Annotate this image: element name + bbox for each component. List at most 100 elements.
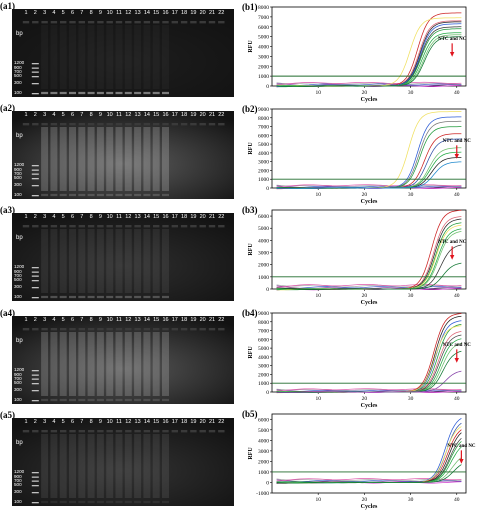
lane-number: 6 [70,112,75,118]
gel-well [162,225,169,228]
lane-number: 19 [190,10,197,16]
product-band [87,398,95,402]
ladder-band [31,165,39,167]
product-band [41,500,49,504]
ladder-marker-label: 500 [14,277,22,283]
lane-smear [162,127,169,191]
lane-number: 5 [61,112,65,118]
y-axis-label: RFU [248,40,254,53]
lane-smear [96,434,104,498]
gel-well [78,123,85,126]
ladder-marker-label: 900 [14,64,22,70]
lane-number: 5 [61,214,65,220]
lane-number: 7 [80,112,84,118]
lane-number: 16 [162,112,169,118]
gel-well [153,430,160,433]
lane-number: 17 [171,317,178,323]
lane-number: 13 [134,10,141,16]
ladder-marker-label: 300 [14,182,22,188]
lane-number: 12 [125,112,132,118]
product-band [78,193,86,197]
gel-well [50,21,58,24]
lane-number: 10 [106,112,113,118]
product-band [87,193,95,197]
gel-well [32,328,39,331]
lane-smear [69,434,76,498]
gel-well [22,430,30,433]
gel-panel-label: (a2) [0,103,15,113]
lane-number: 16 [162,10,169,16]
y-tick-label: 8000 [258,5,269,11]
baseline-curve [276,83,462,86]
gel-well [125,225,132,228]
lane-number: 14 [143,112,150,118]
lane-smear [152,332,160,396]
lane-smear [124,127,132,191]
gel-well [22,123,30,126]
lane-smear [152,127,160,191]
product-band [143,398,151,402]
y-tick-label: 0 [266,287,269,293]
gel-image: 1 2 3 4 5 6 7 8 9 10 11 12 13 14 15 16 17 18 19 20 21 22 bp 120… [12,111,234,199]
gel-well [190,225,197,228]
lane-number: 17 [171,419,178,425]
x-tick-label: 30 [408,497,414,503]
gel-well [125,123,132,126]
lane-number: 16 [162,419,169,425]
lane-number: 10 [106,10,113,16]
ladder-band [31,287,39,289]
gel-well [190,430,197,433]
lane-smear [59,434,67,498]
ladder-band [31,173,39,175]
lane-number: 20 [199,419,206,425]
lane-smear [152,434,160,498]
lane-number: 3 [43,10,47,16]
lane-smear [143,229,151,293]
lane-smear [106,434,114,498]
product-band [134,193,142,197]
lane-number: 6 [70,214,75,220]
y-tick-label: 4000 [258,438,269,444]
gel-well [87,430,95,433]
y-tick-label: 5000 [258,226,269,232]
gel-well [171,21,178,24]
product-band [124,193,132,197]
product-band [152,500,160,504]
product-band [106,500,114,504]
ladder-marker-label: 500 [14,380,22,386]
product-band [69,398,76,402]
lane-smear [50,332,58,396]
lane-smear [69,25,76,89]
x-tick-label: 30 [408,192,414,198]
bp-unit-label: bp [16,338,23,344]
lane-smear [134,332,142,396]
y-tick-label: 3000 [258,364,269,370]
lane-number: 22 [218,317,225,323]
lane-smear [134,434,142,498]
gel-well [134,430,141,433]
ladder-marker-label: 900 [14,473,22,479]
lane-number: 12 [125,419,132,425]
lane-number: 6 [70,419,75,425]
gel-well [218,430,225,433]
ladder-marker-label: 100 [14,192,22,198]
plot-frame [271,108,467,189]
product-band [134,91,142,95]
x-tick-label: 40 [454,192,460,198]
gel-well [69,123,76,126]
gel-well [153,21,160,24]
gel-well [190,123,197,126]
lane-smear [50,434,58,498]
gel-well [41,123,48,126]
lane-number: 19 [190,317,197,323]
gel-well [125,21,132,24]
x-tick-label: 20 [362,497,368,503]
gel-well [162,430,169,433]
y-tick-label: 5000 [258,346,269,352]
amplification-curve [276,464,462,484]
gel-well [180,21,188,24]
y-axis-label: RFU [248,142,254,155]
ladder-band [31,63,39,65]
x-tick-label: 10 [315,293,321,299]
lane-smear [96,127,104,191]
